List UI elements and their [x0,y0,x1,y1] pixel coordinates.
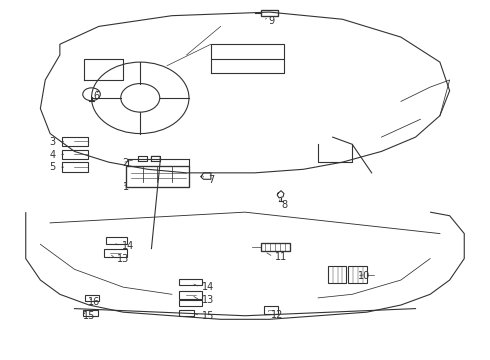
Text: 9: 9 [269,16,275,26]
Text: 3: 3 [49,138,55,148]
Text: 2: 2 [122,158,129,168]
Text: 1: 1 [122,182,129,192]
Text: 15: 15 [83,311,95,321]
Text: 14: 14 [122,241,134,251]
Text: 7: 7 [208,175,214,185]
Text: 8: 8 [281,200,287,210]
Text: 5: 5 [49,162,56,172]
Text: 6: 6 [93,91,99,101]
Text: 4: 4 [49,150,55,160]
Text: 14: 14 [202,282,215,292]
Text: 16: 16 [88,297,100,307]
Text: 13: 13 [117,254,129,264]
Text: 13: 13 [202,296,215,305]
Text: 10: 10 [358,271,370,282]
Text: 11: 11 [275,252,288,262]
Text: 12: 12 [270,310,283,320]
Text: 15: 15 [202,311,215,321]
